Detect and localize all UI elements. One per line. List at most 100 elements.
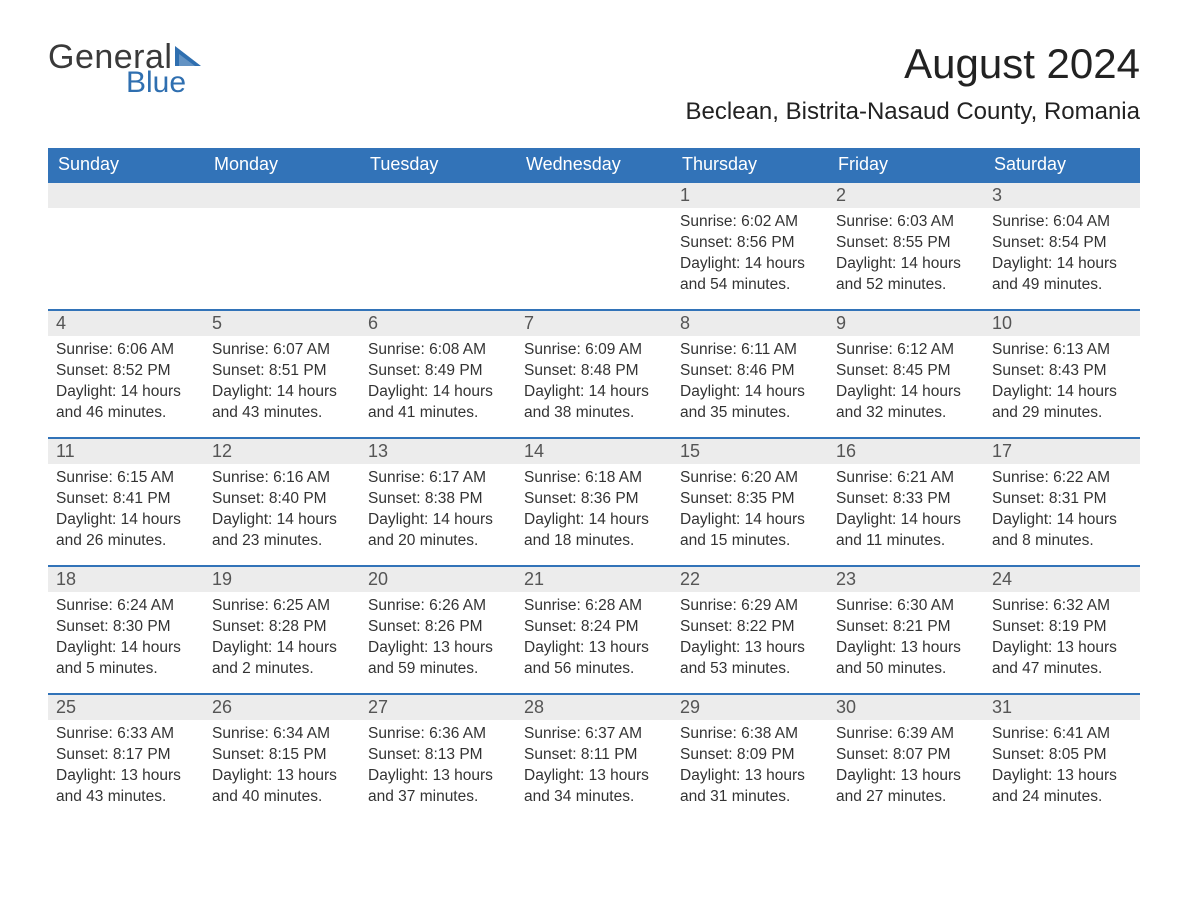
daylight-line: Daylight: 13 hours and 40 minutes. bbox=[212, 766, 352, 808]
day-number: 21 bbox=[516, 565, 672, 592]
sunrise-line: Sunrise: 6:20 AM bbox=[680, 468, 820, 489]
calendar-day-cell: 10Sunrise: 6:13 AMSunset: 8:43 PMDayligh… bbox=[984, 309, 1140, 437]
day-number: 29 bbox=[672, 693, 828, 720]
day-content: Sunrise: 6:39 AMSunset: 8:07 PMDaylight:… bbox=[828, 720, 984, 814]
sunrise-line: Sunrise: 6:22 AM bbox=[992, 468, 1132, 489]
sunrise-line: Sunrise: 6:33 AM bbox=[56, 724, 196, 745]
day-number: 1 bbox=[672, 181, 828, 208]
calendar-day-cell: 7Sunrise: 6:09 AMSunset: 8:48 PMDaylight… bbox=[516, 309, 672, 437]
weekday-header: Friday bbox=[828, 148, 984, 181]
calendar-day-cell: 18Sunrise: 6:24 AMSunset: 8:30 PMDayligh… bbox=[48, 565, 204, 693]
daylight-line: Daylight: 14 hours and 15 minutes. bbox=[680, 510, 820, 552]
sunrise-line: Sunrise: 6:13 AM bbox=[992, 340, 1132, 361]
daylight-line: Daylight: 13 hours and 37 minutes. bbox=[368, 766, 508, 808]
day-number: 3 bbox=[984, 181, 1140, 208]
sunset-line: Sunset: 8:24 PM bbox=[524, 617, 664, 638]
day-number: 7 bbox=[516, 309, 672, 336]
calendar-day-cell: . bbox=[516, 181, 672, 309]
sunset-line: Sunset: 8:56 PM bbox=[680, 233, 820, 254]
sunrise-line: Sunrise: 6:25 AM bbox=[212, 596, 352, 617]
sunset-line: Sunset: 8:48 PM bbox=[524, 361, 664, 382]
day-number: 27 bbox=[360, 693, 516, 720]
day-content: Sunrise: 6:17 AMSunset: 8:38 PMDaylight:… bbox=[360, 464, 516, 558]
sunrise-line: Sunrise: 6:08 AM bbox=[368, 340, 508, 361]
sunset-line: Sunset: 8:33 PM bbox=[836, 489, 976, 510]
daylight-line: Daylight: 14 hours and 49 minutes. bbox=[992, 254, 1132, 296]
day-content bbox=[204, 208, 360, 218]
day-number: 13 bbox=[360, 437, 516, 464]
sunrise-line: Sunrise: 6:06 AM bbox=[56, 340, 196, 361]
weekday-header: Tuesday bbox=[360, 148, 516, 181]
weekday-header: Wednesday bbox=[516, 148, 672, 181]
day-content: Sunrise: 6:13 AMSunset: 8:43 PMDaylight:… bbox=[984, 336, 1140, 430]
day-content: Sunrise: 6:15 AMSunset: 8:41 PMDaylight:… bbox=[48, 464, 204, 558]
sunrise-line: Sunrise: 6:11 AM bbox=[680, 340, 820, 361]
sunrise-line: Sunrise: 6:34 AM bbox=[212, 724, 352, 745]
daylight-line: Daylight: 13 hours and 59 minutes. bbox=[368, 638, 508, 680]
sunset-line: Sunset: 8:41 PM bbox=[56, 489, 196, 510]
sunrise-line: Sunrise: 6:18 AM bbox=[524, 468, 664, 489]
sunset-line: Sunset: 8:31 PM bbox=[992, 489, 1132, 510]
calendar-day-cell: 19Sunrise: 6:25 AMSunset: 8:28 PMDayligh… bbox=[204, 565, 360, 693]
sunset-line: Sunset: 8:54 PM bbox=[992, 233, 1132, 254]
calendar-day-cell: 31Sunrise: 6:41 AMSunset: 8:05 PMDayligh… bbox=[984, 693, 1140, 821]
calendar-day-cell: 29Sunrise: 6:38 AMSunset: 8:09 PMDayligh… bbox=[672, 693, 828, 821]
day-content: Sunrise: 6:38 AMSunset: 8:09 PMDaylight:… bbox=[672, 720, 828, 814]
daylight-line: Daylight: 14 hours and 35 minutes. bbox=[680, 382, 820, 424]
sunrise-line: Sunrise: 6:37 AM bbox=[524, 724, 664, 745]
daylight-line: Daylight: 14 hours and 54 minutes. bbox=[680, 254, 820, 296]
day-number: 12 bbox=[204, 437, 360, 464]
sunrise-line: Sunrise: 6:30 AM bbox=[836, 596, 976, 617]
daylight-line: Daylight: 14 hours and 41 minutes. bbox=[368, 382, 508, 424]
calendar-day-cell: 20Sunrise: 6:26 AMSunset: 8:26 PMDayligh… bbox=[360, 565, 516, 693]
sunrise-line: Sunrise: 6:09 AM bbox=[524, 340, 664, 361]
day-number: 4 bbox=[48, 309, 204, 336]
sunrise-line: Sunrise: 6:24 AM bbox=[56, 596, 196, 617]
sunset-line: Sunset: 8:46 PM bbox=[680, 361, 820, 382]
daylight-line: Daylight: 14 hours and 20 minutes. bbox=[368, 510, 508, 552]
sunset-line: Sunset: 8:09 PM bbox=[680, 745, 820, 766]
day-number: 18 bbox=[48, 565, 204, 592]
daylight-line: Daylight: 14 hours and 8 minutes. bbox=[992, 510, 1132, 552]
sunset-line: Sunset: 8:35 PM bbox=[680, 489, 820, 510]
weekday-header: Sunday bbox=[48, 148, 204, 181]
calendar-day-cell: 2Sunrise: 6:03 AMSunset: 8:55 PMDaylight… bbox=[828, 181, 984, 309]
day-number: 8 bbox=[672, 309, 828, 336]
day-number: . bbox=[516, 181, 672, 208]
day-number: 14 bbox=[516, 437, 672, 464]
day-content: Sunrise: 6:30 AMSunset: 8:21 PMDaylight:… bbox=[828, 592, 984, 686]
day-number: 16 bbox=[828, 437, 984, 464]
calendar-week-row: ....1Sunrise: 6:02 AMSunset: 8:56 PMDayl… bbox=[48, 181, 1140, 309]
sunset-line: Sunset: 8:19 PM bbox=[992, 617, 1132, 638]
weekday-header: Thursday bbox=[672, 148, 828, 181]
sunset-line: Sunset: 8:40 PM bbox=[212, 489, 352, 510]
sunset-line: Sunset: 8:15 PM bbox=[212, 745, 352, 766]
day-content: Sunrise: 6:07 AMSunset: 8:51 PMDaylight:… bbox=[204, 336, 360, 430]
sunset-line: Sunset: 8:43 PM bbox=[992, 361, 1132, 382]
daylight-line: Daylight: 14 hours and 11 minutes. bbox=[836, 510, 976, 552]
daylight-line: Daylight: 14 hours and 43 minutes. bbox=[212, 382, 352, 424]
daylight-line: Daylight: 13 hours and 56 minutes. bbox=[524, 638, 664, 680]
day-number: 31 bbox=[984, 693, 1140, 720]
calendar-day-cell: 8 Sunrise: 6:11 AMSunset: 8:46 PMDaylight… bbox=[672, 309, 828, 437]
sunrise-line: Sunrise: 6:38 AM bbox=[680, 724, 820, 745]
day-content: Sunrise: 6:26 AMSunset: 8:26 PMDaylight:… bbox=[360, 592, 516, 686]
sunset-line: Sunset: 8:49 PM bbox=[368, 361, 508, 382]
calendar-day-cell: 12Sunrise: 6:16 AMSunset: 8:40 PMDayligh… bbox=[204, 437, 360, 565]
calendar-day-cell: 5Sunrise: 6:07 AMSunset: 8:51 PMDaylight… bbox=[204, 309, 360, 437]
day-number: 6 bbox=[360, 309, 516, 336]
day-number: 28 bbox=[516, 693, 672, 720]
calendar-week-row: 4Sunrise: 6:06 AMSunset: 8:52 PMDaylight… bbox=[48, 309, 1140, 437]
day-number: 20 bbox=[360, 565, 516, 592]
daylight-line: Daylight: 13 hours and 27 minutes. bbox=[836, 766, 976, 808]
logo-text-blue: Blue bbox=[126, 68, 205, 98]
weekday-header: Saturday bbox=[984, 148, 1140, 181]
calendar-day-cell: 9Sunrise: 6:12 AMSunset: 8:45 PMDaylight… bbox=[828, 309, 984, 437]
day-content: Sunrise: 6:04 AMSunset: 8:54 PMDaylight:… bbox=[984, 208, 1140, 302]
day-content: Sunrise: 6:21 AMSunset: 8:33 PMDaylight:… bbox=[828, 464, 984, 558]
day-content: Sunrise: 6:41 AMSunset: 8:05 PMDaylight:… bbox=[984, 720, 1140, 814]
day-content: Sunrise: 6:25 AMSunset: 8:28 PMDaylight:… bbox=[204, 592, 360, 686]
calendar-day-cell: 21Sunrise: 6:28 AMSunset: 8:24 PMDayligh… bbox=[516, 565, 672, 693]
calendar-day-cell: . bbox=[360, 181, 516, 309]
daylight-line: Daylight: 13 hours and 53 minutes. bbox=[680, 638, 820, 680]
